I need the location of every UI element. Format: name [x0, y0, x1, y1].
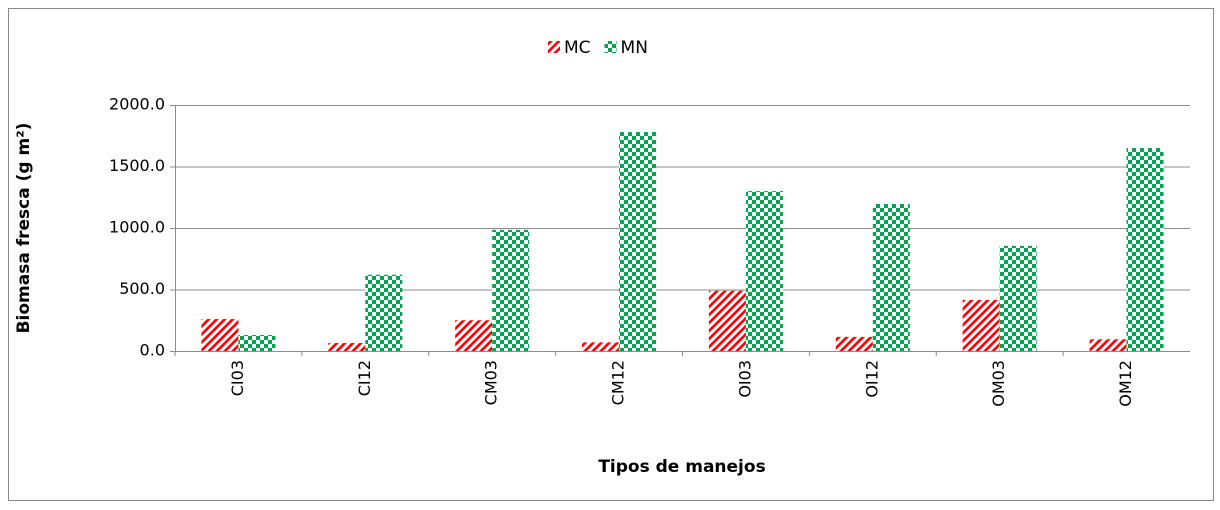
legend-label: MC	[564, 38, 591, 58]
y-tick-label: 1500.0	[109, 156, 165, 175]
x-tick-label: CM03	[482, 360, 501, 405]
legend-label: MN	[621, 38, 648, 58]
bar	[708, 290, 746, 351]
x-tick-label: CI03	[228, 360, 247, 396]
x-tick-label: OI03	[735, 360, 754, 398]
y-tick-label: 1000.0	[109, 218, 165, 237]
bar	[1089, 339, 1127, 351]
bar	[492, 229, 530, 351]
bar	[619, 132, 657, 351]
x-axis-title: Tipos de manejos	[598, 457, 765, 477]
x-tick-label: CM12	[609, 360, 628, 405]
bar	[835, 336, 873, 351]
bar	[1126, 148, 1164, 351]
y-tick-label: 0.0	[140, 341, 165, 360]
bar	[201, 319, 239, 351]
bar	[238, 335, 276, 351]
bar	[455, 320, 493, 351]
y-tick-label: 2000.0	[109, 95, 165, 114]
bar	[745, 191, 783, 351]
bar	[582, 342, 620, 351]
legend-swatch	[604, 41, 617, 53]
x-tick-label: OI12	[862, 360, 881, 398]
bar	[328, 343, 366, 351]
y-tick-label: 500.0	[119, 279, 165, 298]
bar	[962, 299, 1000, 351]
y-axis-title: Biomasa fresca (g m²)	[14, 123, 34, 334]
bar	[365, 274, 403, 351]
bar	[872, 204, 910, 351]
x-tick-label: OM03	[989, 360, 1008, 407]
legend-swatch	[548, 41, 560, 53]
x-tick-label: CI12	[355, 360, 374, 396]
bar	[999, 245, 1037, 351]
x-tick-label: OM12	[1116, 360, 1135, 407]
